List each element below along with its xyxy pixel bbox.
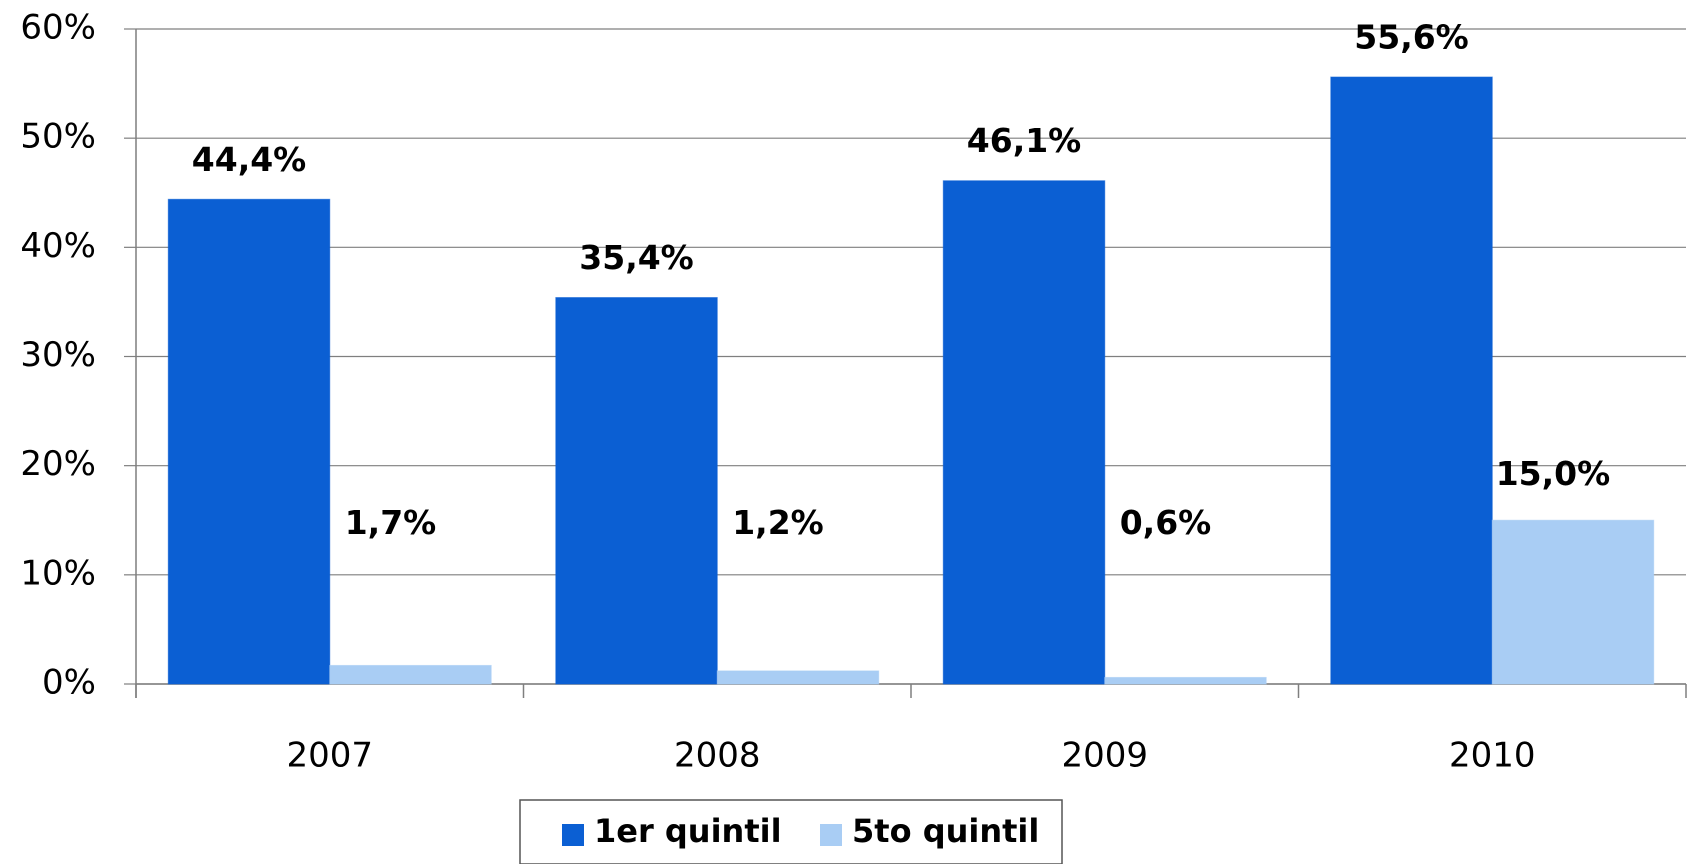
bar bbox=[555, 297, 718, 685]
bar bbox=[1330, 76, 1493, 685]
y-tick-label: 60% bbox=[20, 8, 96, 48]
bar bbox=[329, 664, 492, 685]
y-tick-label: 10% bbox=[20, 553, 96, 593]
bar bbox=[716, 670, 880, 685]
data-label: 1,7% bbox=[345, 503, 437, 542]
bar bbox=[1104, 676, 1267, 685]
data-label: 55,6% bbox=[1354, 18, 1469, 57]
data-label: 15,0% bbox=[1496, 454, 1611, 493]
data-label: 44,4% bbox=[192, 140, 307, 179]
x-tick-label: 2009 bbox=[1061, 736, 1148, 776]
bar bbox=[942, 180, 1106, 685]
y-tick-label: 0% bbox=[42, 663, 96, 703]
bar bbox=[1491, 519, 1655, 685]
x-tick-label: 2007 bbox=[286, 736, 373, 776]
x-tick-label: 2010 bbox=[1449, 736, 1536, 776]
legend-swatch bbox=[562, 824, 584, 846]
legend-box bbox=[519, 799, 1063, 864]
legend-label: 1er quintil bbox=[594, 812, 782, 850]
y-tick-label: 30% bbox=[20, 335, 96, 375]
y-tick-label: 20% bbox=[20, 444, 96, 484]
data-label: 0,6% bbox=[1120, 503, 1212, 542]
legend-label: 5to quintil bbox=[852, 812, 1039, 850]
y-tick-label: 50% bbox=[20, 117, 96, 157]
legend-swatch bbox=[820, 824, 842, 846]
x-tick-label: 2008 bbox=[674, 736, 761, 776]
data-label: 1,2% bbox=[732, 503, 824, 542]
data-label: 35,4% bbox=[579, 238, 694, 277]
y-tick-label: 40% bbox=[20, 226, 96, 266]
data-label: 46,1% bbox=[967, 121, 1082, 160]
bar bbox=[167, 198, 331, 685]
